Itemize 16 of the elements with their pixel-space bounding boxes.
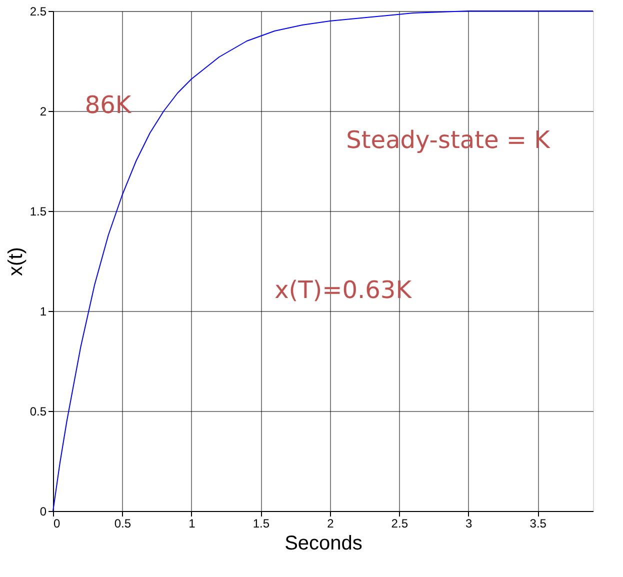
y-tick-label: 2 [40, 104, 47, 118]
x-tick-label: 2 [327, 516, 334, 530]
x-tick-label: 0 [54, 516, 60, 530]
y-tick-label: 2.5 [30, 4, 47, 18]
x-tick-label: 1.5 [252, 516, 270, 530]
x-tick-label: 3 [466, 516, 473, 530]
x-tick-label: 3.5 [530, 516, 547, 530]
y-tick-label: 0 [40, 504, 47, 518]
y-tick-label: 1 [40, 304, 47, 318]
x-tick-label: 2.5 [391, 516, 408, 530]
x-tick-label: 0.5 [114, 516, 132, 530]
x-axis-title: Seconds [284, 532, 362, 554]
y-axis-title: x(t) [4, 247, 27, 276]
x-tick-label: 1 [188, 516, 196, 530]
y-tick-label: 0.5 [30, 404, 47, 418]
y-tick-label: 1.5 [30, 204, 47, 218]
